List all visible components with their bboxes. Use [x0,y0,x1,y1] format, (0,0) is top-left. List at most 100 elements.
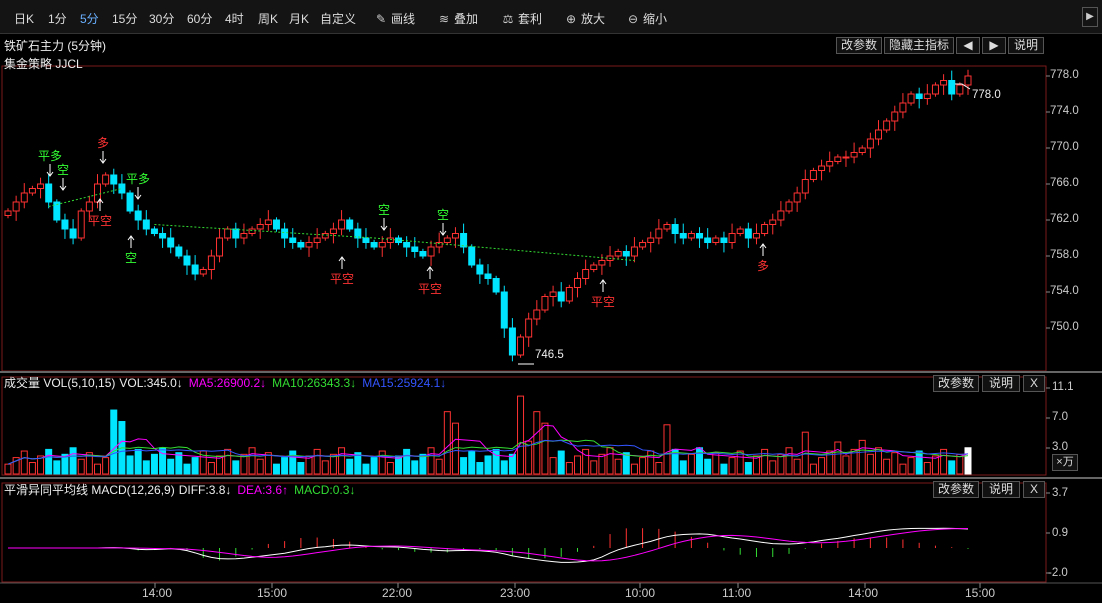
period-60min[interactable]: 60分 [187,12,213,26]
candle-body [28,188,36,194]
zoom-in-tool[interactable]: ⊕ 放大 [564,10,605,27]
period-4h[interactable]: 4时 [225,12,244,26]
period-custom[interactable]: 自定义 [320,12,357,26]
time-tick: 14:00 [142,586,173,600]
toolbar-expand-button[interactable]: ▶ [1082,7,1098,27]
volume-bar [386,462,394,475]
candle-body [240,233,248,239]
macd-close-button[interactable]: X [1023,481,1045,498]
candle-body [77,210,85,239]
period-daily[interactable]: 日K [14,12,35,26]
arbitrage-tool[interactable]: ⚖ 套利 [501,10,542,27]
volume-bar [818,457,826,475]
signal-arrow [759,243,767,249]
ma15-value: MA15:25924.1↓ [362,376,447,390]
candle-body [923,93,931,99]
candle-body [940,80,948,86]
volume-bar [940,448,948,475]
candle-body [614,251,622,257]
candle-body [53,201,61,221]
volume-bar [419,453,427,475]
zoom-out-tool[interactable]: ⊖ 缩小 [626,10,667,27]
main-help-button[interactable]: 说明 [1008,37,1044,54]
volume-bar [232,460,240,475]
dea-line [8,528,969,562]
draw-line-label: 画线 [391,12,416,26]
volume-params-button[interactable]: 改参数 [933,375,979,392]
period-30min[interactable]: 30分 [149,12,175,26]
signal-label: 平空 [88,214,112,228]
macd-name: 平滑异同平均线 MACD(12,26,9) [4,483,175,497]
vol-tick: 3.0 [1052,441,1068,453]
overlay-tool[interactable]: ≋ 叠加 [437,10,478,27]
volume-bar [720,463,728,475]
volume-bar [354,452,362,475]
low-price-label: 746.5 [535,349,564,361]
time-tick: 23:00 [500,586,531,600]
candle-body [118,183,126,194]
volume-bar [272,463,280,475]
candle-body [769,219,777,225]
diff-line [8,527,969,563]
period-monthly[interactable]: 月K [289,12,310,26]
volume-bar [159,447,167,475]
candle-body [378,242,386,248]
hide-indicator-button[interactable]: 隐藏主指标 [884,37,954,54]
volume-help-button[interactable]: 说明 [982,375,1020,392]
arrow-left-icon[interactable]: ◀ [956,37,980,54]
candle-body [403,242,411,248]
vol-tick: 11.1 [1052,381,1074,393]
candle-body [850,152,858,158]
candle-body [639,242,647,248]
signal-arrow [134,194,142,200]
signal-arrow [99,158,107,164]
candle-body [370,242,378,248]
volume-close-button[interactable]: X [1023,375,1045,392]
volume-bar [484,455,492,475]
candle-body [199,269,207,275]
volume-bar [468,450,476,475]
volume-bar [281,457,289,475]
signal-arrow [59,185,67,191]
macd-header: 平滑异同平均线 MACD(12,26,9) DIFF:3.8↓ DEA:3.6↑ MA… [4,481,361,498]
arrow-right-icon[interactable]: ▶ [982,37,1006,54]
panel-frame [1,376,1047,476]
candle-body [907,93,915,104]
candle-body [517,336,525,356]
volume-bar [964,447,972,475]
candle-body [679,233,687,239]
macd-help-button[interactable]: 说明 [982,481,1020,498]
candle-body [460,233,468,248]
signal-arrow [46,171,54,177]
candle-body [557,291,565,302]
volume-bar [216,455,224,475]
main-params-button[interactable]: 改参数 [836,37,882,54]
signal-label: 多 [757,259,769,273]
candle-body [443,237,451,243]
period-15min[interactable]: 15分 [112,12,138,26]
period-5min[interactable]: 5分 [80,12,99,26]
candle-body [744,228,752,239]
volume-bar [809,463,817,475]
volume-bar [460,457,468,475]
y-tick: 778.0 [1050,69,1079,81]
volume-bar [224,448,232,475]
volume-ma-line [7,439,969,465]
candle-body [785,201,793,212]
volume-bar [346,458,354,475]
candle-body [826,161,834,167]
volume-bar [142,460,150,475]
signal-arrow [338,256,346,262]
time-tick: 15:00 [965,586,996,600]
candlesticks [4,69,972,365]
macd-params-button[interactable]: 改参数 [933,481,979,498]
period-toolbar: 日K 1分 5分 15分 30分 60分 4时 周K 月K 自定义 ✎ 画线 ≋ 叠… [0,0,1102,34]
volume-bar [712,452,720,475]
period-1min[interactable]: 1分 [48,12,67,26]
volume-bar [28,462,36,475]
draw-line-tool[interactable]: ✎ 画线 [374,10,415,27]
volume-bar [134,448,142,475]
period-weekly[interactable]: 周K [258,12,279,26]
candle-body [427,246,435,257]
